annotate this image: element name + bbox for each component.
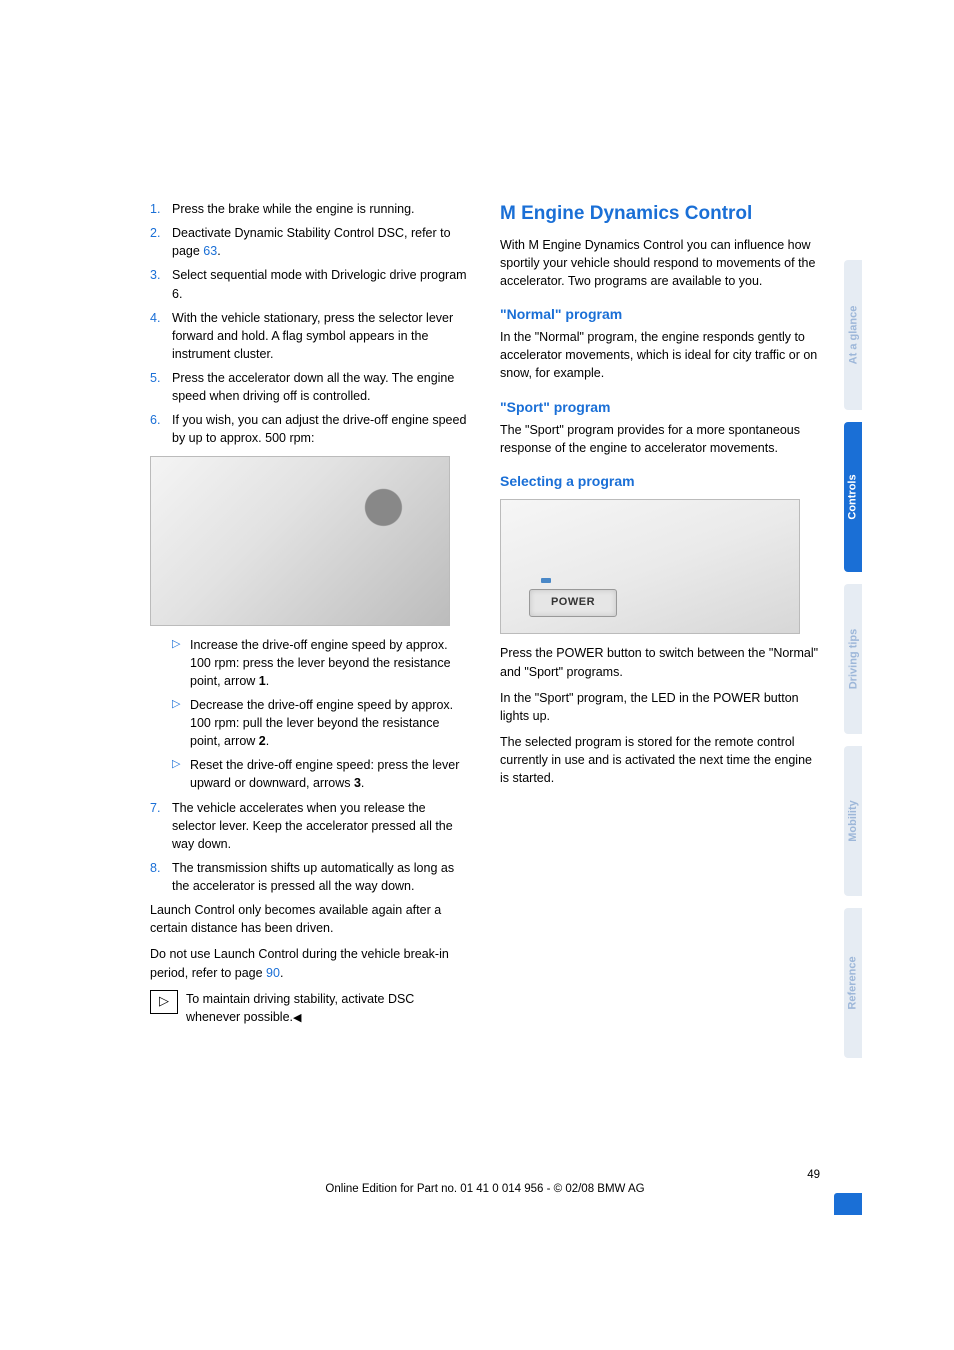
numbered-list-1: 1. Press the brake while the engine is r… [150,200,470,448]
item-text: Deactivate Dynamic Stability Control DSC… [172,224,470,260]
paragraph: Press the POWER button to switch between… [500,644,820,680]
item-text: If you wish, you can adjust the drive-of… [172,411,470,447]
page-link[interactable]: 63 [203,244,217,258]
numbered-list-2: 7. The vehicle accelerates when you rele… [150,799,470,896]
sub-heading: "Sport" program [500,397,820,417]
item-number: 7. [150,799,172,817]
item-number: 6. [150,411,172,429]
triangle-bullet-icon: ▷ [172,636,190,654]
item-number: 8. [150,859,172,877]
item-text: The vehicle accelerates when you release… [172,799,470,853]
note-text: To maintain driving stability, activate … [186,990,470,1027]
power-button-diagram: POWER [500,499,800,634]
page-footer: 49 Online Edition for Part no. 01 41 0 0… [150,1169,820,1195]
list-item: 4. With the vehicle stationary, press th… [150,309,470,363]
power-led-icon [541,578,551,583]
list-item: 8. The transmission shifts up automatica… [150,859,470,895]
item-text: With the vehicle stationary, press the s… [172,309,470,363]
sub-heading: "Normal" program [500,304,820,324]
lever-diagram [150,456,450,626]
item-number: 1. [150,200,172,218]
page-link[interactable]: 90 [266,966,280,980]
item-text: Decrease the drive-off engine speed by a… [190,696,470,750]
list-item: ▷ Increase the drive-off engine speed by… [172,636,470,690]
item-number: 4. [150,309,172,327]
power-button-illustration: POWER [529,589,617,617]
item-text: The transmission shifts up automatically… [172,859,470,895]
paragraph: Do not use Launch Control during the veh… [150,945,470,981]
caution-icon: ▷ [150,990,178,1014]
item-text: Press the brake while the engine is runn… [172,200,470,218]
triangle-bullet-icon: ▷ [172,696,190,714]
item-number: 5. [150,369,172,387]
item-number: 2. [150,224,172,242]
sub-heading: Selecting a program [500,471,820,491]
page-number: 49 [150,1169,820,1181]
page-edge-marker [834,1193,862,1215]
tab-controls[interactable]: Controls [844,422,862,572]
paragraph: The selected program is stored for the r… [500,733,820,787]
list-item: ▷ Decrease the drive-off engine speed by… [172,696,470,750]
note-block: ▷ To maintain driving stability, activat… [150,990,470,1027]
right-column: M Engine Dynamics Control With M Engine … [500,200,820,1027]
list-item: 1. Press the brake while the engine is r… [150,200,470,218]
edition-line: Online Edition for Part no. 01 41 0 014 … [150,1183,820,1195]
sub-bullet-list: ▷ Increase the drive-off engine speed by… [172,636,470,793]
item-number: 3. [150,266,172,284]
paragraph: Launch Control only becomes available ag… [150,901,470,937]
triangle-bullet-icon: ▷ [172,756,190,774]
paragraph: In the "Sport" program, the LED in the P… [500,689,820,725]
list-item: 7. The vehicle accelerates when you rele… [150,799,470,853]
item-text: Reset the drive-off engine speed: press … [190,756,470,792]
list-item: 5. Press the accelerator down all the wa… [150,369,470,405]
list-item: ▷ Reset the drive-off engine speed: pres… [172,756,470,792]
page-content: 1. Press the brake while the engine is r… [150,200,820,1027]
list-item: 3. Select sequential mode with Drivelogi… [150,266,470,302]
tab-at-a-glance[interactable]: At a glance [844,260,862,410]
paragraph: In the "Normal" program, the engine resp… [500,328,820,382]
tab-reference[interactable]: Reference [844,908,862,1058]
list-item: 2. Deactivate Dynamic Stability Control … [150,224,470,260]
item-text: Select sequential mode with Drivelogic d… [172,266,470,302]
left-column: 1. Press the brake while the engine is r… [150,200,470,1027]
paragraph: The "Sport" program provides for a more … [500,421,820,457]
item-text: Press the accelerator down all the way. … [172,369,470,405]
list-item: 6. If you wish, you can adjust the drive… [150,411,470,447]
end-marker-icon: ◀ [293,1012,301,1024]
item-text: Increase the drive-off engine speed by a… [190,636,470,690]
tab-mobility[interactable]: Mobility [844,746,862,896]
section-heading: M Engine Dynamics Control [500,200,820,228]
paragraph: With M Engine Dynamics Control you can i… [500,236,820,290]
tab-driving-tips[interactable]: Driving tips [844,584,862,734]
side-navigation-tabs: At a glance Controls Driving tips Mobili… [844,260,862,1070]
